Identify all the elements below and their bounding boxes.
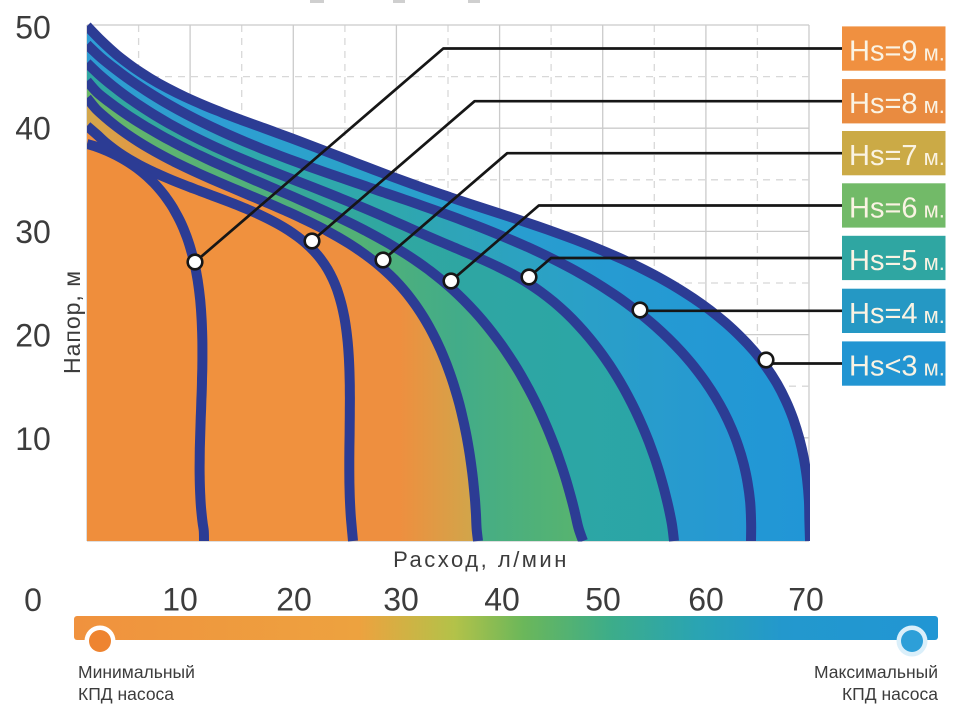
svg-text:Напор, м: Напор, м	[59, 270, 85, 374]
svg-text:Минимальный: Минимальный	[78, 662, 195, 682]
svg-text:Hs=7 м.: Hs=7 м.	[849, 140, 945, 172]
svg-text:0: 0	[24, 582, 42, 618]
svg-text:20: 20	[276, 582, 312, 618]
svg-text:Hs<3 м.: Hs<3 м.	[849, 351, 945, 383]
svg-text:10: 10	[15, 421, 51, 457]
svg-text:40: 40	[15, 111, 51, 147]
svg-text:40: 40	[484, 582, 520, 618]
svg-text:Hs=5 м.: Hs=5 м.	[849, 245, 945, 277]
svg-text:60: 60	[688, 582, 724, 618]
svg-text:Расход, л/мин: Расход, л/мин	[393, 547, 569, 572]
svg-text:30: 30	[15, 214, 51, 250]
svg-text:Максимальный: Максимальный	[814, 662, 938, 682]
svg-text:Hs=4 м.: Hs=4 м.	[849, 298, 945, 330]
svg-text:10: 10	[162, 582, 198, 618]
svg-text:50: 50	[585, 582, 621, 618]
svg-text:20: 20	[15, 317, 51, 353]
svg-text:Hs=9 м.: Hs=9 м.	[849, 36, 945, 68]
svg-text:КПД насоса: КПД насоса	[78, 684, 174, 704]
svg-text:КПД насоса: КПД насоса	[842, 684, 938, 704]
svg-text:50: 50	[15, 10, 51, 46]
svg-text:Hs=6 м.: Hs=6 м.	[849, 193, 945, 225]
svg-text:30: 30	[383, 582, 419, 618]
svg-text:Hs=8 м.: Hs=8 м.	[849, 88, 945, 120]
svg-text:70: 70	[788, 582, 824, 618]
